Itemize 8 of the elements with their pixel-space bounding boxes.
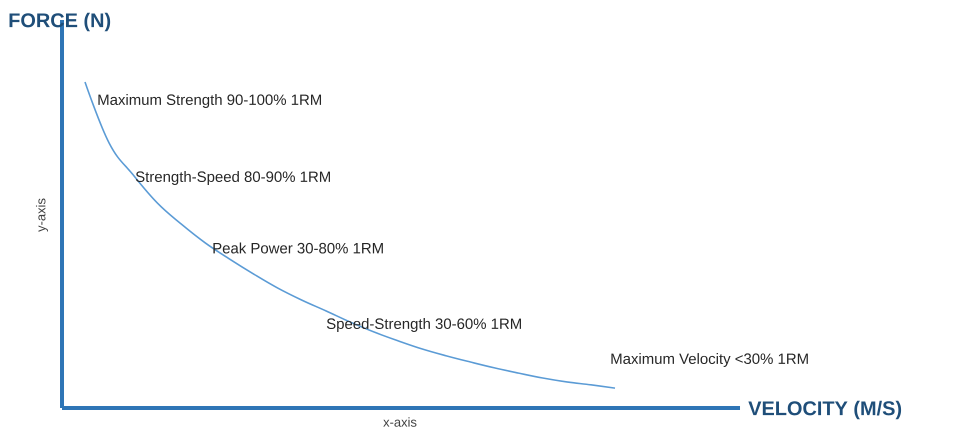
text: VELOCITY (M/S)	[748, 400, 902, 420]
annotation: Maximum Strength 90-100% 1RM	[98, 94, 322, 108]
y-axis-title: y-axis	[36, 198, 48, 232]
annotation: Peak Power 30-80% 1RM	[213, 242, 383, 254]
x-axis-title: x-axis	[383, 417, 416, 427]
annotation: Strength-Speed 80-90% 1RM	[136, 171, 330, 185]
text: FORCE (N)	[10, 12, 110, 32]
annotation: Maximum Velocity <30% 1RM	[611, 353, 808, 367]
